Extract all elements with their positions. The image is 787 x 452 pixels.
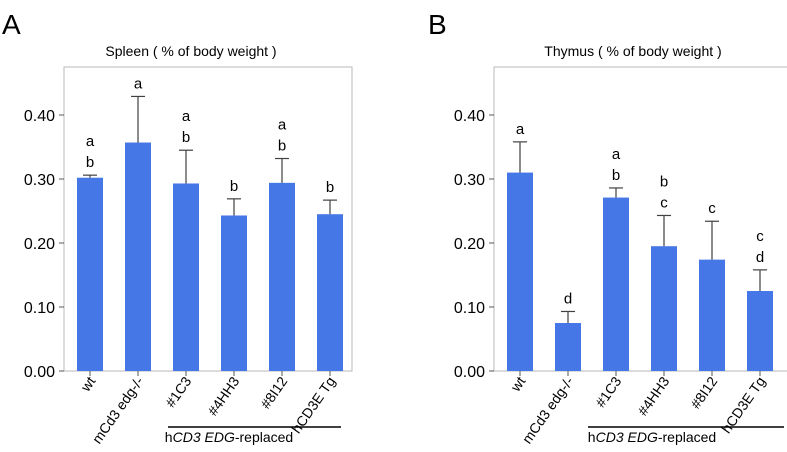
panel-b-y-tick-label: 0.30 [454,172,485,189]
panel-b-significance-letter: d [756,249,764,266]
panel-b-bar [603,197,629,371]
panel-b-significance-letter: c [660,194,668,211]
panel-a-x-tick-label: wt [77,373,99,395]
panel-b-bar [747,291,773,371]
panel-b-bar [651,246,677,371]
panel-b-bar [555,323,581,371]
panel-a-title: Spleen ( % of body weight ) [105,43,276,59]
panel-a-significance-letter: b [86,154,94,171]
panel-b-title: Thymus ( % of body weight ) [544,43,721,59]
panel-a-significance-letter: a [182,108,191,125]
panel-a-significance-letter: b [326,179,334,196]
panel-b-label: B [428,9,447,40]
panel-a-significance-letter: b [230,178,238,195]
panel-b-significance-letter: c [756,228,764,245]
panel-a-x-tick-label: #8I12 [257,373,290,411]
panel-a-x-tick-label: #1C3 [162,373,194,410]
panel-b-y-tick-label: 0.40 [454,108,485,125]
panel-b-x-tick-label: #1C3 [592,373,624,410]
panel-b-bar [699,259,725,371]
panel-b-x-tick-label: #8I12 [687,373,720,411]
panel-a-significance-letter: a [86,133,95,150]
panel-a-y-tick-label: 0.20 [24,236,55,253]
panel-b-x-tick-label: wt [507,373,529,395]
panel-b-y-tick-label: 0.10 [454,300,485,317]
panel-b-bar [507,172,533,371]
panel-a-x-tick-label: #4HH3 [204,373,242,418]
panel-a-bar [173,183,199,371]
panel-b-significance-letter: d [564,290,572,307]
panel-b-plot-frame [493,66,787,372]
panel-a-y-tick-label: 0.10 [24,300,55,317]
panel-b-significance-letter: b [660,173,668,190]
panel-b-x-tick-label: #4HH3 [634,373,672,418]
panel-b-significance-letter: a [516,121,525,138]
panel-a-bar [221,215,247,371]
panel-a-x-tick-label: mCd3 edg-/- [89,373,147,446]
panel-a-y-tick-label: 0.30 [24,172,55,189]
panel-b-y-tick-label: 0.20 [454,236,485,253]
panel-a-significance-letter: b [182,129,190,146]
chart-panel-b: B Thymus ( % of body weight ) 0.00 0.10 0.20… [428,9,787,446]
chart-panel-a: A Spleen ( % of body weight ) 0.00 0.10 0.20… [2,9,353,446]
panel-b-group-label: hCD3 EDG-replaced [588,429,716,445]
panel-a-significance-letter: a [134,75,143,92]
panel-b-x-tick-label: mCd3 edg-/- [519,373,577,446]
panel-a-bar [77,177,103,371]
panel-a-y-tick-label: 0.00 [24,364,55,381]
panel-a-bar [317,214,343,371]
panel-a-group-label: hCD3 EDG-replaced [165,429,293,445]
panel-a-significance-letter: b [278,138,286,155]
panel-a-y-tick-label: 0.40 [24,108,55,125]
panel-a-bar [269,182,295,371]
panel-b-significance-letter: a [612,146,621,163]
panel-a-label: A [2,9,21,40]
panel-b-significance-letter: c [708,200,716,217]
panel-a-bar [125,142,151,371]
panel-a-plot-frame [63,66,353,372]
panel-b-y-tick-label: 0.00 [454,364,485,381]
panel-b-significance-letter: b [612,167,620,184]
panel-a-significance-letter: a [278,117,287,134]
